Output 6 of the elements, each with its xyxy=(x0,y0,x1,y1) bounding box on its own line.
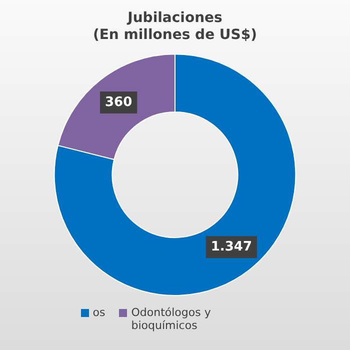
text: (En millones de US$) xyxy=(92,26,258,43)
legend-label: Odontólogos y bioquímicos xyxy=(131,306,212,332)
slice-label: os xyxy=(92,306,106,319)
text: Jubilaciones xyxy=(128,10,222,26)
data-label: 360 xyxy=(105,94,132,110)
data-label: 1.347 xyxy=(210,240,252,254)
